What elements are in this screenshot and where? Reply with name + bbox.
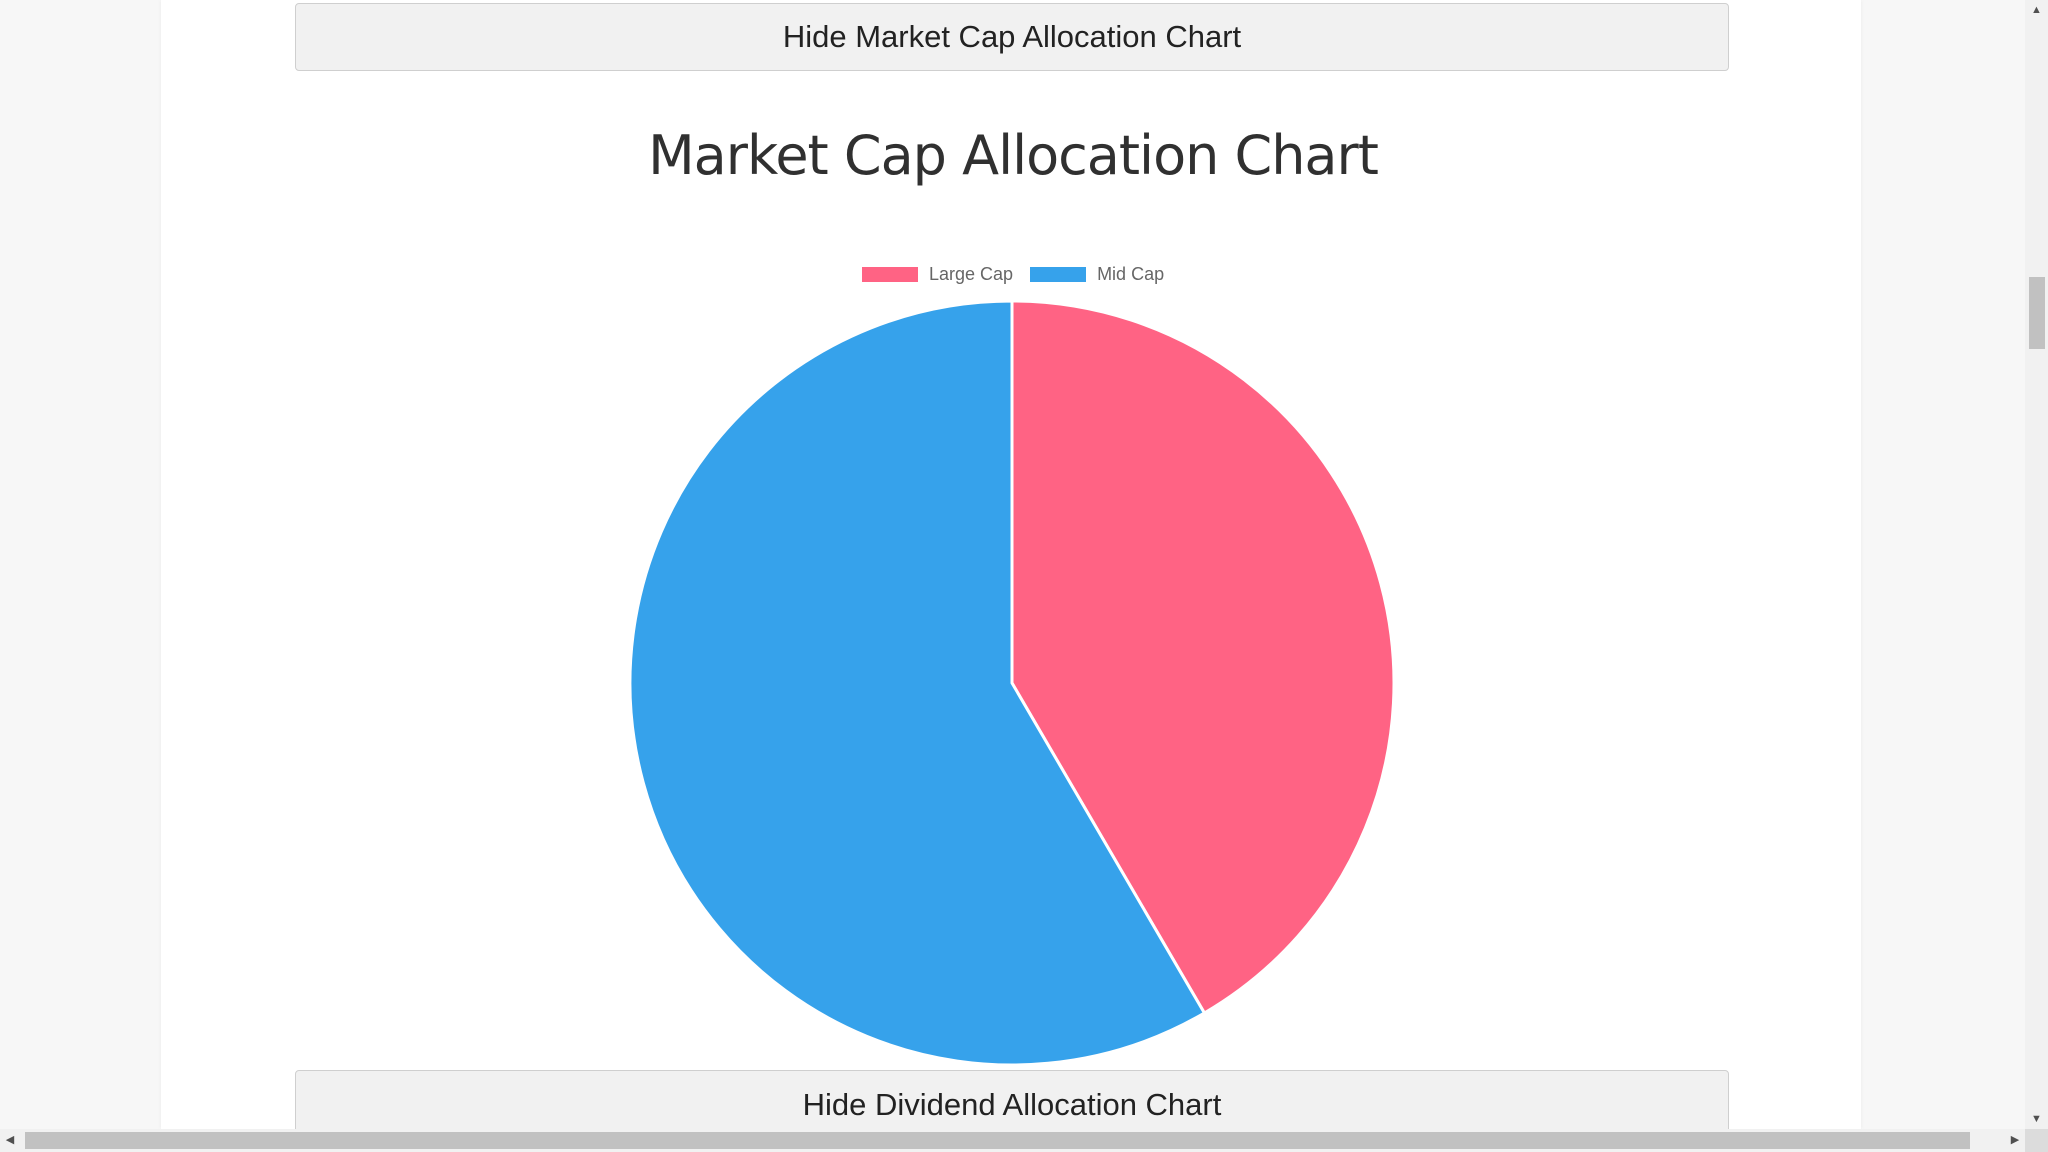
pie-group (628, 299, 1396, 1067)
vertical-scroll-thumb[interactable] (2029, 277, 2045, 349)
legend-label-mid-cap: Mid Cap (1097, 263, 1165, 284)
hide-market-cap-chart-button[interactable]: Hide Market Cap Allocation Chart (295, 3, 1729, 71)
horizontal-scroll-thumb[interactable] (25, 1132, 1970, 1149)
pie-slice-large-cap[interactable] (1010, 299, 1396, 1016)
hide-dividend-chart-button[interactable]: Hide Dividend Allocation Chart (295, 1070, 1729, 1140)
scroll-left-arrow-icon[interactable]: ◀ (5, 1134, 15, 1146)
legend-label-large-cap: Large Cap (929, 263, 1014, 284)
chart-title: Market Cap Allocation Chart (648, 124, 1379, 187)
horizontal-scrollbar[interactable]: ◀ ▶ (0, 1129, 2025, 1152)
legend-swatch-mid-cap (1030, 266, 1087, 282)
scroll-up-arrow-icon[interactable]: ▲ (2031, 4, 2042, 16)
vertical-scrollbar[interactable]: ▲ ▼ (2025, 0, 2048, 1129)
legend-item-large-cap[interactable]: Large Cap (862, 264, 1013, 285)
scrollbar-corner (2025, 1129, 2048, 1152)
scroll-right-arrow-icon[interactable]: ▶ (2010, 1134, 2020, 1146)
scroll-down-arrow-icon[interactable]: ▼ (2031, 1113, 2042, 1125)
legend-swatch-large-cap (862, 266, 918, 282)
legend-item-mid-cap[interactable]: Mid Cap (1030, 264, 1164, 285)
pie-slice-mid-cap[interactable] (628, 299, 1207, 1067)
chart-legend: Large Cap Mid Cap (862, 261, 1181, 287)
